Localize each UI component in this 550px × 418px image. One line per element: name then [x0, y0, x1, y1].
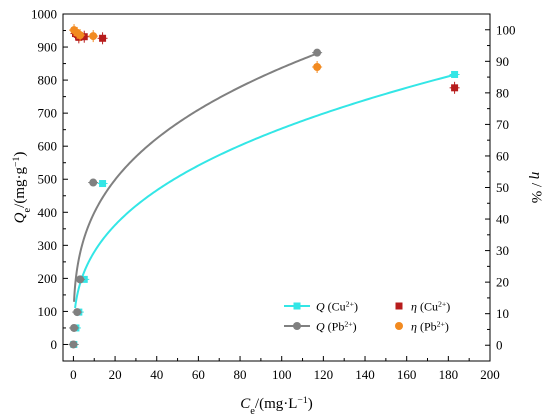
legend-entry-3: η (Pb2+): [395, 319, 449, 334]
y-right-tick-label: 0: [496, 338, 503, 353]
legend-marker: [395, 302, 403, 310]
y-left-tick-label: 900: [38, 40, 58, 55]
x-tick-label: 200: [480, 367, 500, 382]
legend-label: Q (Cu2+): [316, 299, 358, 314]
legend-label: η (Cu2+): [411, 299, 450, 314]
plot-area: [68, 24, 460, 349]
x-tick-label: 20: [109, 367, 122, 382]
data-point: [313, 48, 322, 57]
data-point: [313, 62, 322, 71]
y-left-tick-label: 700: [38, 106, 58, 121]
y-right-tick-label: 70: [496, 117, 509, 132]
series-1: [68, 48, 323, 349]
y-left-tick-label: 200: [38, 271, 58, 286]
y-right-tick-label: 60: [496, 148, 509, 163]
x-tick-label: 140: [355, 367, 375, 382]
y-left-tick-label: 300: [38, 238, 58, 253]
x-tick-label: 60: [192, 367, 205, 382]
y-right-axis-title: η / %: [528, 172, 544, 204]
axes: 0 20 40 60 80 100 120 140 160 180 2000100200300400…: [11, 7, 545, 417]
x-tick-label: 180: [439, 367, 459, 382]
data-point: [99, 180, 107, 188]
data-point: [451, 84, 459, 92]
data-point: [76, 31, 85, 40]
legend-label: Q (Pb2+): [316, 319, 357, 334]
y-right-tick-label: 30: [496, 243, 509, 258]
legend-marker: [395, 322, 403, 330]
legend-marker: [293, 302, 301, 310]
x-tick-label: 0: [70, 367, 77, 382]
y-right-tick-label: 50: [496, 180, 509, 195]
x-tick-label: 100: [272, 367, 292, 382]
fit-curve-0: [74, 73, 455, 309]
data-point: [99, 34, 107, 42]
series-3: [69, 24, 323, 73]
y-right-tick-label: 80: [496, 85, 509, 100]
data-point: [80, 33, 88, 41]
y-left-tick-label: 600: [38, 139, 58, 154]
y-left-tick-label: 500: [38, 172, 58, 187]
legend-label: η (Pb2+): [411, 319, 449, 334]
legend-entry-2: η (Cu2+): [395, 299, 450, 314]
y-right-tick-label: 10: [496, 306, 509, 321]
y-left-tick-label: 0: [51, 337, 58, 352]
y-left-tick-label: 100: [38, 304, 58, 319]
x-tick-label: 160: [397, 367, 417, 382]
y-left-tick-label: 1000: [31, 7, 57, 22]
data-point: [70, 323, 79, 332]
y-right-tick-label: 100: [496, 22, 516, 37]
y-left-axis-title: Qe/(mg·g−1): [11, 152, 33, 224]
fit-curve-1: [73, 52, 318, 302]
legend-entry-1: Q (Pb2+): [284, 319, 357, 334]
legend: Q (Cu2+) Q (Pb2+) η (Cu2+) η (Pb2+): [284, 299, 450, 334]
data-point: [89, 32, 98, 41]
y-right-tick-label: 20: [496, 275, 509, 290]
y-left-tick-label: 800: [38, 73, 58, 88]
legend-marker: [293, 322, 301, 330]
x-axis-title: Ce/(mg·L−1): [240, 395, 313, 417]
x-tick-label: 120: [314, 367, 334, 382]
y-left-tick-label: 400: [38, 205, 58, 220]
data-point: [76, 275, 85, 284]
legend-entry-0: Q (Cu2+): [284, 299, 358, 314]
x-tick-label: 80: [234, 367, 247, 382]
data-point: [89, 178, 98, 187]
data-point: [73, 308, 82, 317]
y-right-tick-label: 90: [496, 54, 509, 69]
data-point: [69, 340, 78, 349]
data-point: [451, 70, 459, 78]
x-tick-label: 40: [150, 367, 163, 382]
y-right-tick-label: 40: [496, 212, 509, 227]
